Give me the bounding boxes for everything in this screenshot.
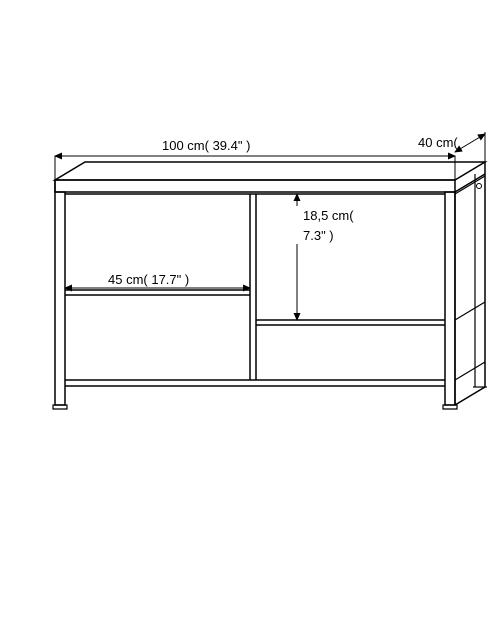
dim-shelf-width-label: 45 cm( 17.7" ) bbox=[108, 272, 189, 287]
dimension-diagram bbox=[0, 0, 500, 641]
dim-shelf-height-label2: 7.3" ) bbox=[303, 228, 334, 243]
dim-shelf-height-label1: 18,5 cm( bbox=[303, 208, 354, 223]
dim-depth-label: 40 cm( bbox=[418, 135, 458, 150]
dim-width-label: 100 cm( 39.4" ) bbox=[162, 138, 250, 153]
